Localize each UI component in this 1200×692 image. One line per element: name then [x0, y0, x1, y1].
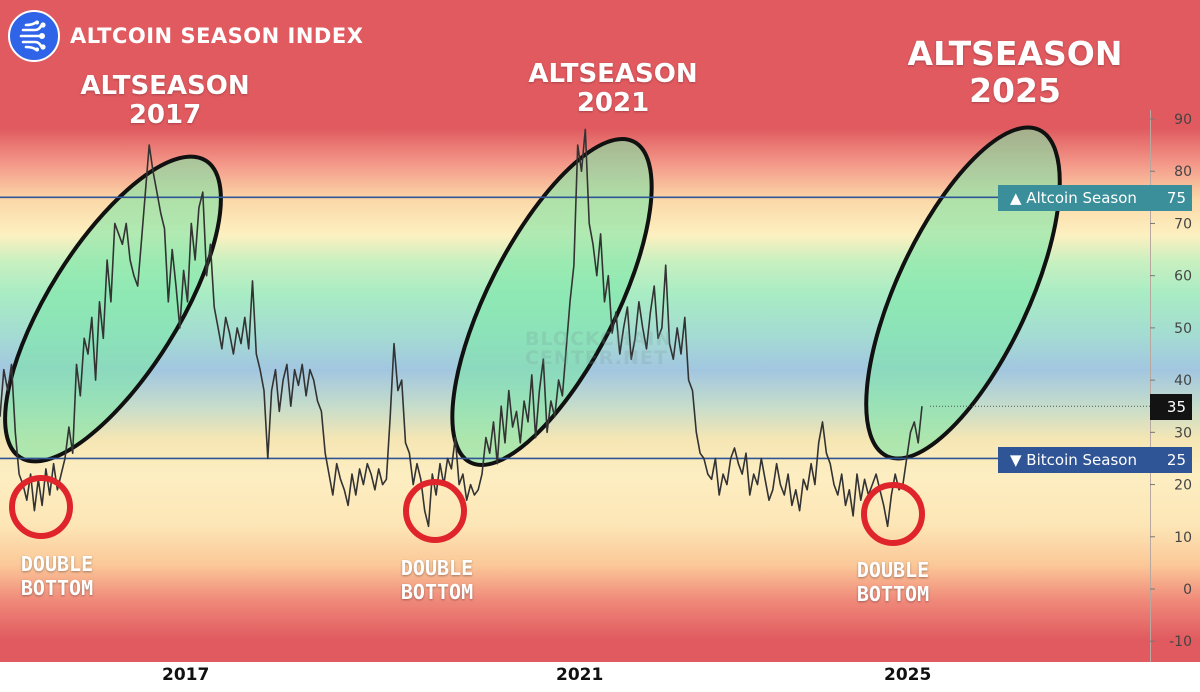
- double-bottom-label-2: DOUBLE BOTTOM: [382, 556, 492, 604]
- double-bottom-circle-3: [861, 482, 925, 546]
- altseason-2021-ellipse: [450, 137, 654, 467]
- y-tick-label: 80: [1174, 164, 1192, 180]
- y-tick-label: 10: [1174, 530, 1192, 546]
- y-tick-label: 20: [1174, 478, 1192, 494]
- y-tick-label: 50: [1174, 321, 1192, 337]
- altseason-2025-ellipse: [864, 125, 1062, 461]
- double-bottom-line-2: BOTTOM: [20, 576, 94, 600]
- threshold-layer: [0, 196, 1150, 460]
- circle-layer: [9, 475, 925, 546]
- double-bottom-line-2: BOTTOM: [856, 582, 930, 606]
- y-axis: -10 0 10 20 30 40 50 60 70 80 90: [1150, 110, 1192, 662]
- altseason-2021-label: ALTSEASON 2021: [518, 59, 708, 119]
- y-axis-strip: -10 0 10 20 30 40 50 60 70 80 90: [1150, 0, 1200, 662]
- altseason-2017-line-2: 2017: [128, 100, 202, 131]
- altcoin-season-tag: ▲ Altcoin Season: [998, 185, 1150, 211]
- double-bottom-line-1: DOUBLE: [20, 552, 94, 576]
- x-tick-2025: 2025: [884, 665, 932, 685]
- chart-background: [0, 0, 1150, 662]
- watermark-line-2: CENTER.NET: [525, 347, 668, 369]
- altseason-2025-line-2: 2025: [969, 70, 1061, 110]
- y-tick-label: 60: [1174, 269, 1192, 285]
- altseason-2017-ellipse: [3, 154, 223, 464]
- bitcoin-season-tag: ▼ Bitcoin Season: [998, 447, 1150, 473]
- altseason-2017-line-1: ALTSEASON: [80, 71, 250, 101]
- watermark-line-1: BLOCKCHAIN: [525, 328, 673, 350]
- double-bottom-line-1: DOUBLE: [856, 558, 930, 582]
- altseason-2021-line-2: 2021: [576, 88, 650, 119]
- double-bottom-label-1: DOUBLE BOTTOM: [2, 552, 112, 600]
- current-value-tag: 35: [1150, 394, 1192, 420]
- brand-header: ALTCOIN SEASON INDEX: [8, 10, 363, 62]
- bitcoin-season-value: 25: [1150, 447, 1192, 473]
- y-tick-label: 70: [1174, 216, 1192, 232]
- x-tick-2021: 2021: [556, 665, 604, 685]
- y-tick-label: 30: [1174, 425, 1192, 441]
- double-bottom-line-2: BOTTOM: [400, 580, 474, 604]
- line-layer: [0, 128, 923, 528]
- chart-title: ALTCOIN SEASON INDEX: [70, 24, 364, 48]
- altcoin-index-line: [0, 128, 923, 528]
- y-tick-label: 40: [1174, 373, 1192, 389]
- y-tick-label: -10: [1169, 634, 1192, 650]
- double-bottom-label-3: DOUBLE BOTTOM: [838, 558, 948, 606]
- y-tick-label: 0: [1183, 582, 1192, 598]
- double-bottom-circle-1: [9, 475, 73, 539]
- y-tick-label: 90: [1174, 112, 1192, 128]
- altcoin-index-chart: [0, 125, 1150, 546]
- ellipse-layer: [3, 125, 1062, 467]
- altseason-2021-line-1: ALTSEASON: [528, 59, 698, 89]
- altseason-2025-line-1: ALTSEASON: [907, 34, 1123, 73]
- altcoin-season-value: 75: [1150, 185, 1192, 211]
- altseason-2025-label: ALTSEASON 2025: [895, 34, 1135, 110]
- double-bottom-line-1: DOUBLE: [400, 556, 474, 580]
- altseason-2017-label: ALTSEASON 2017: [70, 71, 260, 131]
- watermark: BLOCKCHAIN CENTER.NET: [525, 330, 672, 368]
- x-axis-strip: [0, 662, 1200, 692]
- x-tick-2017: 2017: [162, 665, 210, 685]
- double-bottom-circle-2: [403, 479, 467, 543]
- network-logo-icon: [8, 10, 60, 62]
